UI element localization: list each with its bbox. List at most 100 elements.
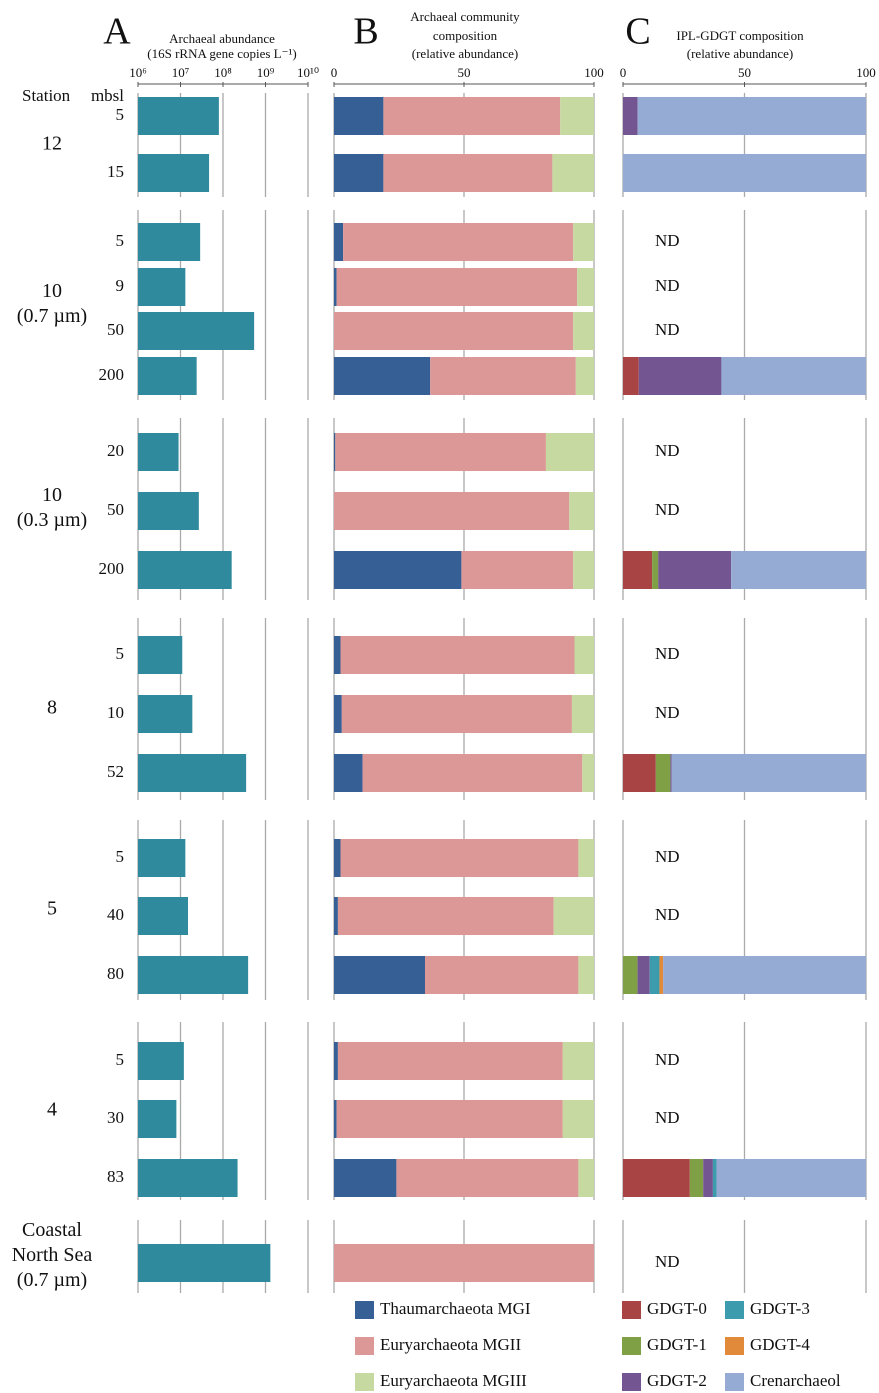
- depth-label: 9: [116, 276, 125, 295]
- bar-segment: [582, 754, 594, 792]
- bar-segment: [623, 1159, 690, 1197]
- bar-segment: [334, 754, 363, 792]
- missing-label: ND: [655, 847, 680, 866]
- bar-segment: [383, 97, 561, 135]
- bar-segment: [575, 357, 594, 395]
- bar-segment: [337, 897, 554, 935]
- bar-segment: [623, 551, 653, 589]
- depth-label: 40: [107, 905, 124, 924]
- bar-segment: [430, 357, 576, 395]
- bar-segment: [623, 956, 638, 994]
- depth-label: 50: [107, 320, 124, 339]
- bar-segment: [659, 956, 664, 994]
- bar: [138, 695, 193, 733]
- bar: [138, 1100, 177, 1138]
- bar-segment: [623, 357, 639, 395]
- bar-segment: [334, 223, 344, 261]
- legend-swatch: [355, 1301, 374, 1319]
- depth-label: 200: [99, 559, 125, 578]
- bar-segment: [337, 1042, 563, 1080]
- bar: [138, 312, 255, 350]
- depth-label: 5: [116, 105, 125, 124]
- bar-segment: [334, 492, 570, 530]
- panel-title: IPL-GDGT composition: [676, 28, 804, 43]
- legend-swatch: [725, 1337, 744, 1355]
- depth-label: 10: [107, 703, 124, 722]
- bar-segment: [623, 754, 656, 792]
- missing-label: ND: [655, 905, 680, 924]
- missing-label: ND: [655, 1108, 680, 1127]
- bar-segment: [670, 754, 672, 792]
- depth-label: 20: [107, 441, 124, 460]
- bar-segment: [731, 551, 866, 589]
- bar-segment: [334, 433, 336, 471]
- bar-segment: [623, 154, 866, 192]
- bar-segment: [703, 1159, 713, 1197]
- bar-segment: [578, 839, 594, 877]
- missing-label: ND: [655, 644, 680, 663]
- legend-label: Euryarchaeota MGII: [380, 1335, 521, 1354]
- panel-title: Archaeal abundance: [169, 31, 275, 46]
- station-label: (0.7 µm): [17, 1269, 87, 1291]
- station-label: (0.3 µm): [17, 509, 87, 531]
- missing-label: ND: [655, 320, 680, 339]
- bar-segment: [334, 357, 431, 395]
- station-label: 5: [47, 898, 57, 920]
- bar: [138, 433, 179, 471]
- depth-label: 80: [107, 964, 124, 983]
- bar-segment: [545, 433, 594, 471]
- depth-label: 5: [116, 231, 125, 250]
- bar-segment: [334, 1100, 337, 1138]
- bar-segment: [689, 1159, 704, 1197]
- missing-label: ND: [655, 1252, 680, 1271]
- bar-segment: [649, 956, 660, 994]
- missing-label: ND: [655, 500, 680, 519]
- legend-label: GDGT-0: [647, 1299, 707, 1318]
- bar-segment: [573, 551, 594, 589]
- bar-segment: [663, 956, 866, 994]
- legend-label: GDGT-2: [647, 1371, 707, 1390]
- bar: [138, 268, 186, 306]
- depth-label: 5: [116, 644, 125, 663]
- bar-segment: [396, 1159, 579, 1197]
- depth-label: 50: [107, 500, 124, 519]
- bar-segment: [578, 956, 594, 994]
- legend-swatch: [622, 1373, 641, 1391]
- bar-segment: [573, 223, 594, 261]
- row-header: mbsl: [91, 86, 124, 105]
- bar-segment: [334, 636, 341, 674]
- depth-label: 15: [107, 162, 124, 181]
- bar-segment: [562, 1100, 594, 1138]
- bar: [138, 551, 232, 589]
- bar-segment: [334, 312, 574, 350]
- bar-segment: [334, 956, 425, 994]
- bar-segment: [425, 956, 579, 994]
- bar-segment: [578, 1159, 594, 1197]
- panel-title: (relative abundance): [412, 46, 518, 61]
- bar-segment: [658, 551, 732, 589]
- bar-segment: [637, 956, 650, 994]
- bar: [138, 492, 199, 530]
- bar-segment: [721, 357, 866, 395]
- bar-segment: [569, 492, 594, 530]
- bar: [138, 754, 247, 792]
- depth-label: 200: [99, 365, 125, 384]
- bar: [138, 636, 183, 674]
- bar-segment: [362, 754, 583, 792]
- bar-segment: [571, 695, 594, 733]
- station-label: 4: [47, 1099, 57, 1121]
- row-header: Station: [22, 86, 71, 105]
- panel-title: Archaeal community: [410, 9, 520, 24]
- bar-segment: [334, 154, 384, 192]
- station-label: 8: [47, 697, 57, 719]
- bar: [138, 223, 201, 261]
- bar-segment: [334, 1159, 397, 1197]
- bar-segment: [334, 695, 342, 733]
- panel-letter: A: [103, 11, 131, 53]
- bar-segment: [340, 636, 575, 674]
- x-tick-label: 10⁹: [257, 65, 275, 80]
- legend-label: Crenarchaeol: [750, 1371, 841, 1390]
- bar-segment: [334, 268, 337, 306]
- x-tick-label: 0: [331, 65, 338, 80]
